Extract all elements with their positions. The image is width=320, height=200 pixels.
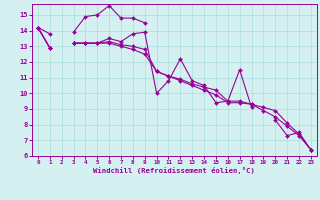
X-axis label: Windchill (Refroidissement éolien,°C): Windchill (Refroidissement éolien,°C) xyxy=(93,167,255,174)
